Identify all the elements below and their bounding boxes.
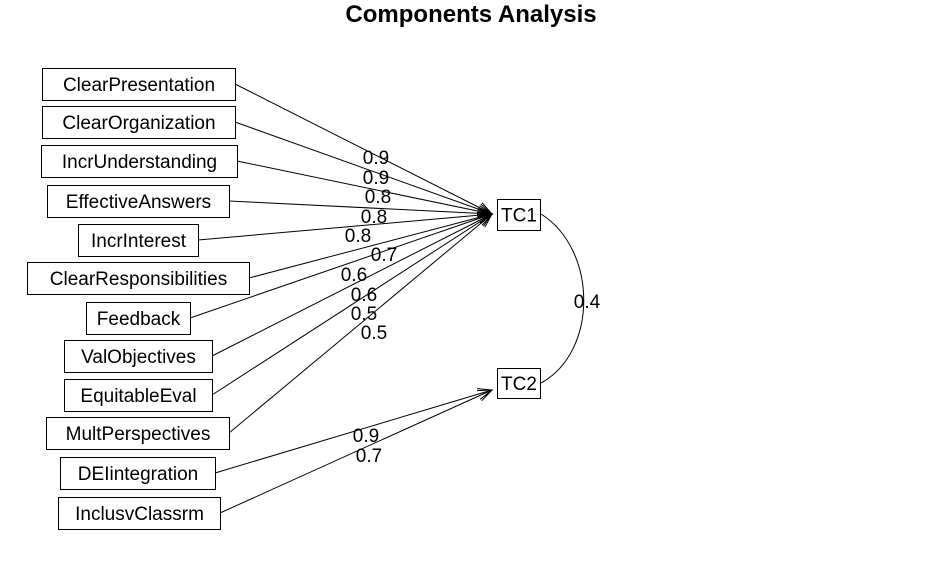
edge-line — [228, 213, 493, 434]
variable-node-equitable-eval: EquitableEval — [64, 379, 213, 412]
variable-label: IncrUnderstanding — [62, 152, 217, 173]
component-label: TC1 — [501, 206, 537, 227]
variable-label: ClearResponsibilities — [50, 269, 227, 290]
variable-label: EquitableEval — [80, 386, 196, 407]
edge-line — [214, 389, 493, 474]
correlation-label: 0.4 — [574, 292, 601, 313]
variable-box — [42, 106, 236, 139]
loading-value: 0.6 — [341, 265, 367, 286]
arrow-head-icon — [476, 389, 494, 402]
variable-label: DEIintegration — [78, 464, 198, 485]
edge-line — [234, 121, 493, 215]
loading-value: 0.5 — [351, 304, 377, 325]
variable-node-incr-interest: IncrInterest — [78, 224, 199, 257]
loading-edge-mult-perspectives: 0.5 — [228, 213, 494, 434]
variable-label: MultPerspectives — [66, 424, 211, 445]
loading-value: 0.7 — [356, 446, 382, 467]
variable-box — [27, 262, 250, 295]
variable-nodes: ClearPresentation ClearOrganization IncrUn… — [27, 68, 250, 530]
variable-node-clear-presentation: ClearPresentation — [42, 68, 236, 101]
variable-box — [86, 302, 191, 335]
variable-label: ValObjectives — [81, 347, 196, 368]
variable-box — [47, 185, 230, 218]
component-node-tc1: TC1 — [497, 199, 541, 231]
component-box — [497, 368, 541, 399]
diagram-title: Components Analysis — [345, 1, 596, 28]
variable-label: IncrInterest — [91, 231, 187, 252]
loading-value: 0.9 — [353, 426, 379, 447]
loading-value: 0.8 — [365, 187, 391, 208]
loading-value: 0.5 — [361, 323, 387, 344]
edge-line — [228, 200, 493, 215]
variable-node-clear-responsibilities: ClearResponsibilities — [27, 262, 250, 295]
component-nodes: TC1 TC2 — [497, 199, 541, 399]
variable-label: ClearOrganization — [62, 113, 215, 134]
variable-node-effective-answers: EffectiveAnswers — [47, 185, 230, 218]
variable-box — [64, 340, 213, 373]
edge-line — [234, 83, 493, 215]
variable-label: EffectiveAnswers — [66, 192, 211, 213]
variable-box — [41, 145, 238, 178]
loading-edge-clear-responsibilities: 0.7 — [248, 211, 494, 279]
component-correlation: 0.4 — [540, 213, 601, 384]
loading-edge-equitable-eval: 0.5 — [211, 213, 494, 396]
edge-line — [189, 213, 493, 319]
variable-label: Feedback — [97, 309, 181, 330]
loading-edge-inclusv-classrm: 0.7 — [219, 389, 494, 514]
variable-box — [78, 224, 199, 257]
variable-node-deiintegration: DEIintegration — [60, 457, 216, 490]
variable-box — [42, 68, 236, 101]
loading-value: 0.8 — [345, 226, 371, 247]
loading-edge-incr-interest: 0.8 — [197, 209, 494, 247]
loading-value: 0.7 — [371, 245, 397, 266]
variable-node-mult-perspectives: MultPerspectives — [46, 417, 230, 450]
variable-box — [58, 497, 221, 530]
variable-node-feedback: Feedback — [86, 302, 191, 335]
loading-edge-deiintegration: 0.9 — [214, 388, 494, 474]
variable-node-clear-organization: ClearOrganization — [42, 106, 236, 139]
component-node-tc2: TC2 — [497, 368, 541, 399]
loading-value: 0.9 — [363, 148, 389, 169]
component-label: TC2 — [501, 374, 537, 395]
edge-line — [236, 160, 493, 215]
edge-line — [211, 213, 493, 357]
variable-node-incr-understanding: IncrUnderstanding — [41, 145, 238, 178]
variable-node-inclusv-classrm: InclusvClassrm — [58, 497, 221, 530]
arrow-head-icon — [477, 213, 494, 228]
variable-box — [46, 417, 230, 450]
correlation-curve — [540, 213, 585, 384]
edge-line — [219, 389, 493, 514]
variable-box — [60, 457, 216, 490]
edge-line — [197, 213, 493, 241]
component-box — [497, 199, 541, 231]
loading-edge-clear-presentation: 0.9 — [234, 83, 494, 215]
loading-edges: 0.90.90.80.80.80.70.60.60.50.50.90.7 — [189, 83, 494, 514]
edge-line — [248, 213, 493, 279]
loading-value: 0.8 — [361, 207, 387, 228]
variable-label: ClearPresentation — [63, 75, 215, 96]
variable-node-val-objectives: ValObjectives — [64, 340, 213, 373]
variable-label: InclusvClassrm — [75, 504, 204, 525]
loading-value: 0.9 — [363, 168, 389, 189]
variable-box — [64, 379, 213, 412]
edge-line — [211, 213, 493, 396]
